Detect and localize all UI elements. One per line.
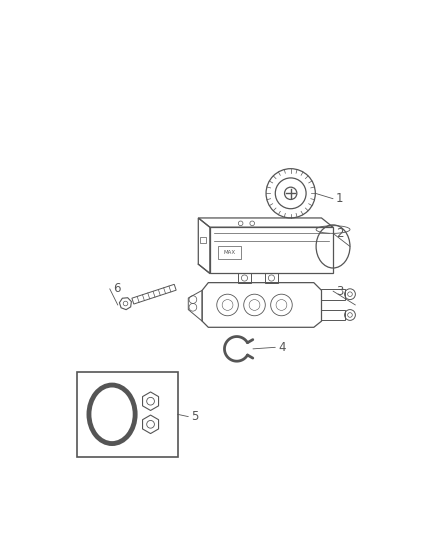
Text: 1: 1 [336,192,344,205]
Text: 3: 3 [336,285,343,297]
Text: 5: 5 [191,410,199,423]
Bar [321,310,345,320]
Bar [265,273,278,282]
Bar [78,372,177,457]
Bar [321,289,345,300]
Bar [218,246,240,259]
Bar [200,237,206,244]
Bar [238,273,251,282]
Text: 2: 2 [336,227,344,240]
Text: MAX: MAX [223,250,235,255]
Text: 4: 4 [279,341,286,354]
Text: 6: 6 [113,282,120,295]
